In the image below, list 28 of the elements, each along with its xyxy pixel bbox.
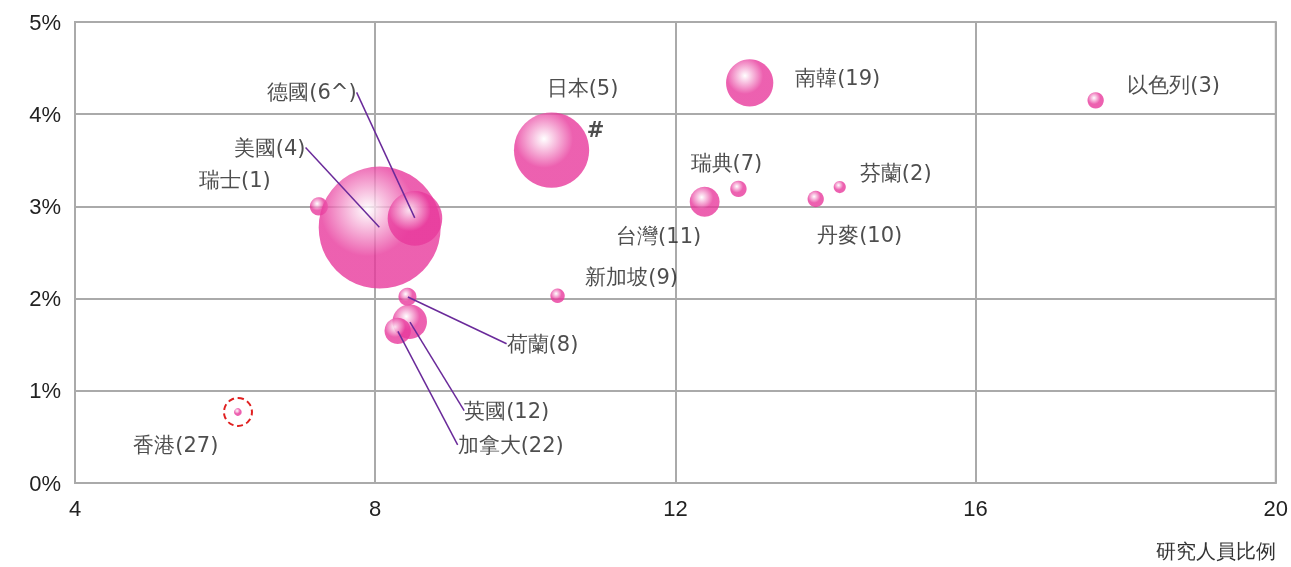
annotation: 南韓(19) xyxy=(795,65,881,90)
annotation: 美國(4) xyxy=(233,135,306,160)
annotation: 德國(6^) xyxy=(267,80,357,105)
annotation: 芬蘭(2) xyxy=(859,161,932,186)
x-tick-label: 4 xyxy=(68,495,82,521)
annotation: 瑞士(1) xyxy=(199,168,271,193)
annotation: 以色列(3) xyxy=(1127,73,1221,98)
x-tick-label: 20 xyxy=(1263,495,1289,521)
annotation: 台灣(11) xyxy=(616,223,702,248)
annotation: 荷蘭(8) xyxy=(506,331,579,356)
y-tick-label: 4% xyxy=(29,101,61,127)
x-axis-title: 研究人員比例 xyxy=(1155,539,1276,563)
x-tick-label: 16 xyxy=(963,495,988,521)
annotation: 瑞典(7) xyxy=(690,150,763,175)
annotation: 日本(5) xyxy=(546,76,619,101)
annotation: 香港(27) xyxy=(133,433,219,458)
annotation: 新加坡(9) xyxy=(585,264,678,289)
annotation: 英國(12) xyxy=(464,398,550,423)
annotation: 加拿大(22) xyxy=(457,432,564,457)
y-tick-label: 2% xyxy=(29,286,61,312)
x-tick-label: 8 xyxy=(369,495,382,521)
annotation: 丹麥(10) xyxy=(817,223,903,248)
y-tick-label: 1% xyxy=(29,378,61,404)
x-tick-label: 12 xyxy=(663,495,688,521)
y-tick-label: 5% xyxy=(29,9,61,35)
y-tick-label: 3% xyxy=(29,193,61,219)
annotation: # xyxy=(586,118,605,143)
y-tick-label: 0% xyxy=(29,470,61,496)
